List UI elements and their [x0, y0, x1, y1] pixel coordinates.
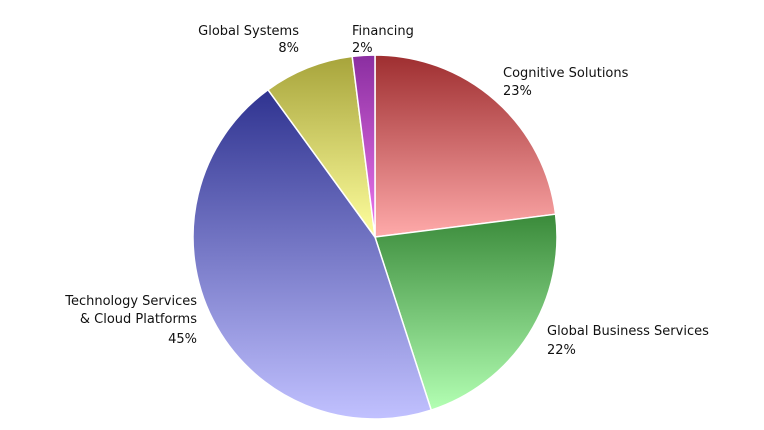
slice-value: 45% — [168, 332, 197, 347]
slice-value: 22% — [547, 343, 576, 358]
slice-name-line: Technology Services — [64, 294, 197, 309]
slice-label-global-business-services: Global Business Services 22% — [547, 324, 709, 358]
pie-slice-financing — [351, 54, 376, 238]
pie-slice-technology-services-and-cloud-platforms — [192, 89, 432, 420]
pie-slices — [192, 54, 558, 420]
slice-value: 2% — [352, 41, 373, 56]
pie-slice-cognitive-solutions — [374, 54, 557, 238]
slice-value: 8% — [278, 41, 299, 56]
slice-label-global-systems: Global Systems 8% — [198, 24, 299, 56]
slice-name-line: Global Systems — [198, 24, 299, 39]
slice-label-financing: Financing 2% — [352, 24, 414, 56]
slice-name-line: Financing — [352, 24, 414, 39]
pie-slice-global-business-services — [374, 213, 558, 411]
slice-name-line: Cognitive Solutions — [503, 66, 629, 81]
slice-name-line: & Cloud Platforms — [80, 312, 197, 327]
pie-slice-global-systems — [267, 55, 376, 238]
slice-name-line: Global Business Services — [547, 324, 709, 339]
pie-labels: Cognitive Solutions 23% Global Business Se… — [64, 24, 709, 358]
slice-label-cognitive-solutions: Cognitive Solutions 23% — [503, 66, 629, 99]
slice-value: 23% — [503, 84, 532, 99]
slice-label-technology-services-and-cloud-platforms: Technology Services & Cloud Platforms 45% — [64, 294, 197, 347]
